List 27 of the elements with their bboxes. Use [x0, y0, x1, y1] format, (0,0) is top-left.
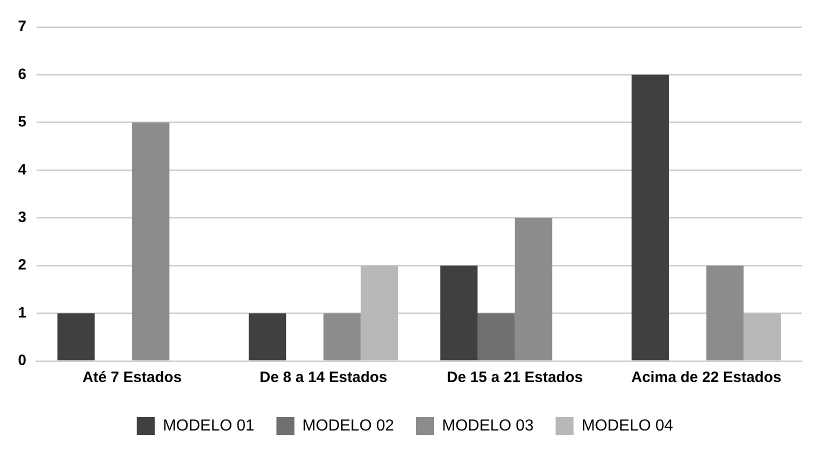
- x-tick-label: Até 7 Estados: [82, 369, 182, 386]
- x-tick-label: Acima de 22 Estados: [631, 369, 782, 386]
- bar: [632, 74, 669, 360]
- y-tick-label: 3: [18, 209, 26, 226]
- bar: [248, 313, 286, 360]
- x-tick-label: De 8 a 14 Estados: [260, 369, 388, 386]
- legend-label: MODELO 02: [302, 417, 394, 434]
- y-tick-label: 0: [18, 352, 26, 370]
- bar: [706, 266, 744, 360]
- x-tick-label: De 15 a 21 Estados: [446, 369, 583, 386]
- y-tick-label: 7: [18, 18, 26, 36]
- legend-label: MODELO 03: [442, 417, 534, 434]
- y-tick-label: 1: [18, 304, 26, 322]
- bar: [440, 266, 478, 360]
- bar: [514, 218, 552, 360]
- y-tick-label: 6: [18, 66, 26, 83]
- y-tick-label: 2: [18, 256, 26, 274]
- legend-label: MODELO 01: [162, 417, 255, 434]
- y-tick-label: 5: [18, 114, 26, 131]
- bar: [323, 313, 361, 360]
- y-tick-label: 4: [18, 161, 27, 178]
- bar: [744, 313, 781, 360]
- bar: [57, 313, 95, 360]
- bar: [132, 122, 170, 360]
- bar: [478, 313, 515, 360]
- legend-label: MODELO 04: [582, 417, 674, 434]
- bar: [360, 266, 398, 360]
